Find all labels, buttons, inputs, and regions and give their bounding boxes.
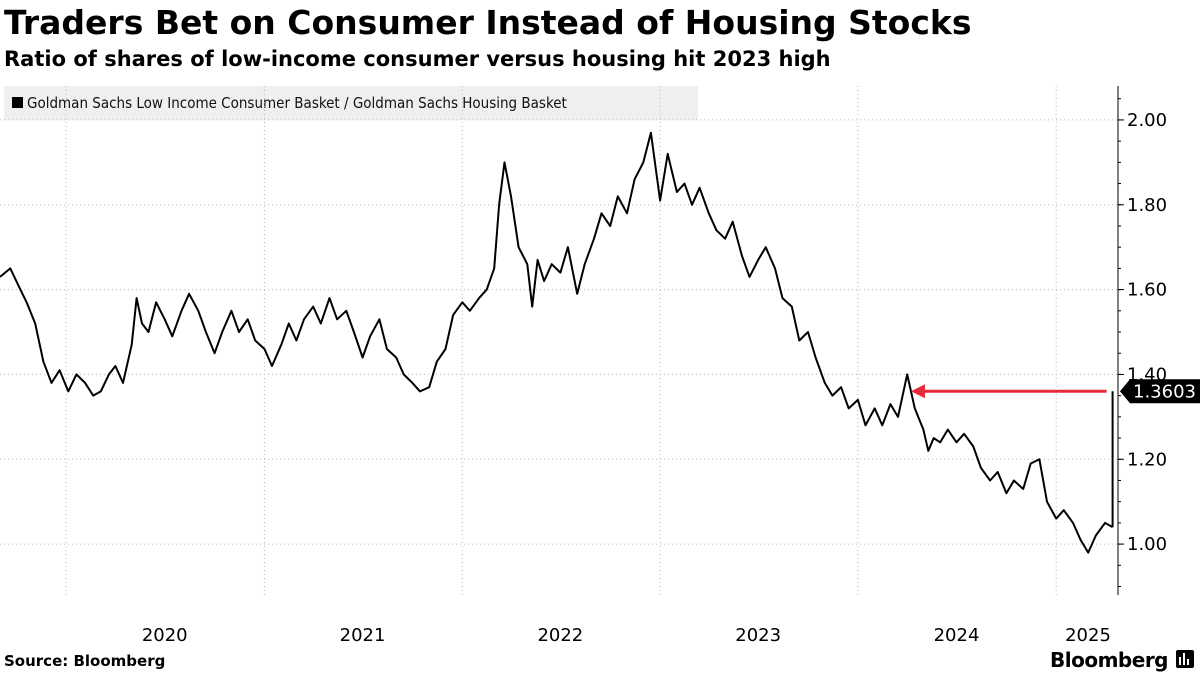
legend-swatch [12,97,23,108]
source-note: Source: Bloomberg [4,652,166,670]
x-tick-label: 2025 [1065,625,1111,646]
chart-subtitle: Ratio of shares of low-income consumer v… [4,47,831,71]
series-line [0,131,1114,554]
y-tick-label: 1.60 [1127,280,1167,301]
plot-area [0,131,1114,554]
last-value-badge [1120,379,1200,404]
y-tick-label: 1.00 [1127,534,1167,555]
y-tick-label: 1.20 [1127,449,1167,470]
y-tick-label: 1.80 [1127,195,1167,216]
last-value-label: 1.3603 [1133,381,1196,402]
chart-title: Traders Bet on Consumer Instead of Housi… [4,3,972,42]
y-axis: 1.001.201.401.601.802.001.3603 [1117,86,1200,595]
annotation [910,384,1107,399]
x-tick-label: 2020 [142,625,188,646]
x-tick-label: 2023 [735,625,781,646]
bloomberg-icon [1176,650,1194,668]
grid [0,86,1118,595]
legend-label: Goldman Sachs Low Income Consumer Basket… [27,94,567,112]
brand-logo: Bloomberg [1050,648,1168,672]
y-tick-label: 2.00 [1127,110,1167,131]
legend: Goldman Sachs Low Income Consumer Basket… [4,86,698,120]
x-axis: 2020 2021 2022 2023 2024 2025 [142,625,1111,646]
arrow-head [910,384,925,399]
x-tick-label: 2024 [934,625,980,646]
x-tick-label: 2022 [537,625,583,646]
x-tick-label: 2021 [340,625,386,646]
